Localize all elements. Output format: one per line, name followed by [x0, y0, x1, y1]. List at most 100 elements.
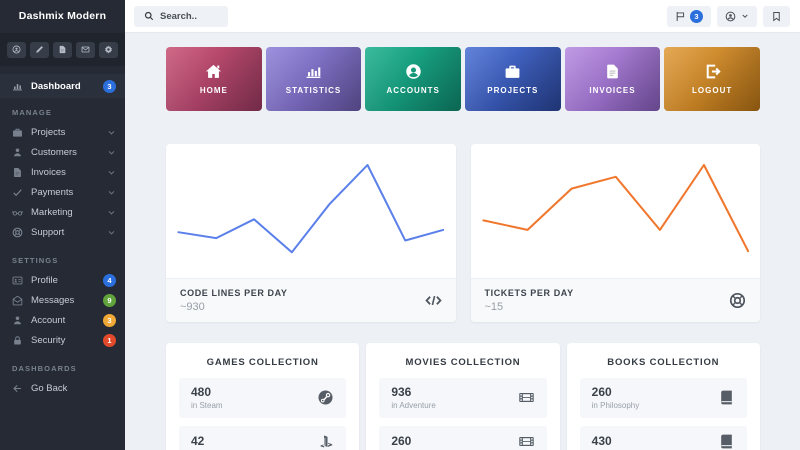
- chart-card-tickets: TICKETS PER DAY ~15: [470, 144, 760, 322]
- stat-value: 260: [391, 433, 412, 448]
- sidebar-item-marketing[interactable]: Marketing: [0, 202, 125, 222]
- chevron-down-icon: [107, 168, 116, 177]
- sidebar-item-payments[interactable]: Payments: [0, 182, 125, 202]
- chart-card-code-lines: CODE LINES PER DAY ~930: [166, 144, 456, 322]
- tile-logout[interactable]: LOGOUT: [664, 47, 760, 111]
- header-actions: 3: [667, 5, 790, 27]
- settings-quick-button[interactable]: [99, 41, 118, 58]
- book-icon: [718, 389, 735, 406]
- chart-value: ~930: [180, 301, 205, 313]
- tickets-line-chart: [481, 164, 749, 253]
- sidebar-item-customers[interactable]: Customers: [0, 142, 125, 162]
- code-icon: [424, 292, 442, 309]
- stat-row: 936 in Adventure: [379, 378, 547, 418]
- sidebar-quick-actions: [0, 33, 125, 66]
- pencil-icon: [35, 45, 44, 54]
- user-circle-icon: [725, 11, 736, 22]
- code-lines-line-chart: [177, 164, 445, 254]
- section-label-manage: MANAGE: [12, 108, 52, 117]
- user-icon: [12, 315, 23, 326]
- chart-footer: TICKETS PER DAY ~15: [470, 278, 760, 322]
- stat-row: 430: [579, 426, 747, 450]
- envelope-open-icon: [12, 295, 23, 306]
- section-label-dashboards: DASHBOARDS: [12, 364, 77, 373]
- notifications-button[interactable]: 3: [667, 5, 711, 27]
- notifications-badge: 3: [690, 9, 703, 23]
- sidebar-nav: Dashboard 3 MANAGE Projects Customers In…: [0, 66, 125, 398]
- stat-value: 260: [591, 385, 612, 399]
- chart-title: CODE LINES PER DAY: [180, 288, 288, 298]
- search-icon: [144, 11, 154, 21]
- stat-row: 260 in Philosophy: [579, 378, 747, 418]
- chevron-down-icon: [107, 128, 116, 137]
- stat-value: 42: [191, 433, 205, 448]
- dashboard-badge: 3: [103, 79, 116, 93]
- sidebar-item-profile[interactable]: Profile 4: [0, 270, 125, 290]
- stat-value: 936: [391, 385, 412, 399]
- chart-cards: CODE LINES PER DAY ~930 TICKETS PER DAY …: [166, 144, 760, 322]
- messages-quick-button[interactable]: [76, 41, 95, 58]
- collection-card-books: BOOKS COLLECTION 260 in Philosophy 430: [566, 343, 760, 450]
- tile-statistics[interactable]: STATISTICS: [265, 47, 362, 111]
- sidebar-item-messages[interactable]: Messages 9: [0, 290, 125, 310]
- file-icon: [58, 45, 67, 54]
- stat-caption: in Philosophy: [591, 401, 640, 410]
- film-icon: [518, 389, 535, 406]
- bar-chart-icon: [305, 63, 322, 80]
- sidebar-item-account[interactable]: Account 3: [0, 310, 125, 330]
- sidebar: Dashmix Modern Dashboard 3 MANAGE Projec…: [0, 0, 125, 450]
- sidebar-item-label: Dashboard: [31, 80, 81, 92]
- documents-quick-button[interactable]: [53, 41, 72, 58]
- tile-invoices[interactable]: INVOICES: [564, 47, 661, 111]
- dashboard-chart-icon: [12, 81, 23, 92]
- sidebar-item-support[interactable]: Support: [0, 222, 125, 242]
- brand-title[interactable]: Dashmix Modern: [18, 10, 107, 22]
- film-icon: [518, 433, 535, 450]
- glasses-icon: [12, 207, 23, 218]
- check-icon: [12, 187, 23, 198]
- chart-title: TICKETS PER DAY: [484, 288, 574, 298]
- chart-footer: CODE LINES PER DAY ~930: [166, 278, 456, 322]
- sidebar-item-go-back[interactable]: Go Back: [0, 378, 125, 398]
- sidebar-item-security[interactable]: Security 1: [0, 330, 125, 350]
- sidebar-item-projects[interactable]: Projects: [0, 122, 125, 142]
- tile-projects[interactable]: PROJECTS: [464, 47, 561, 111]
- tile-home[interactable]: HOME: [166, 47, 262, 111]
- book-icon: [718, 433, 735, 450]
- user-circle-icon: [12, 45, 21, 54]
- id-card-icon: [12, 275, 23, 286]
- sidebar-item-invoices[interactable]: Invoices: [0, 162, 125, 182]
- profile-quick-button[interactable]: [7, 41, 26, 58]
- profile-badge: 4: [103, 273, 116, 287]
- briefcase-icon: [12, 127, 23, 138]
- security-badge: 1: [103, 333, 116, 347]
- sidebar-item-dashboard[interactable]: Dashboard 3: [0, 74, 125, 98]
- bookmark-button[interactable]: [763, 5, 790, 27]
- compose-quick-button[interactable]: [30, 41, 49, 58]
- file-icon: [12, 167, 23, 178]
- main-content: HOME STATISTICS ACCOUNTS PROJECTS INVOIC…: [125, 34, 800, 450]
- user-menu-button[interactable]: [717, 5, 757, 27]
- arrow-left-icon: [12, 383, 23, 394]
- search-box[interactable]: [134, 5, 228, 27]
- chevron-down-icon: [107, 208, 116, 217]
- search-input[interactable]: [160, 10, 218, 22]
- flag-icon: [675, 11, 686, 22]
- user-circle-icon: [405, 63, 422, 80]
- chevron-down-icon: [107, 188, 116, 197]
- lock-icon: [12, 335, 23, 346]
- stat-caption: in Steam: [191, 401, 223, 410]
- collection-title: MOVIES COLLECTION: [405, 357, 521, 368]
- collection-card-games: GAMES COLLECTION 480 in Steam 42: [166, 343, 360, 450]
- chevron-down-icon: [107, 228, 116, 237]
- stat-value: 480: [191, 385, 212, 399]
- briefcase-icon: [504, 63, 521, 80]
- section-label-settings: SETTINGS: [12, 256, 59, 265]
- account-badge: 3: [103, 313, 116, 327]
- stat-row: 42: [179, 426, 347, 450]
- messages-badge: 9: [103, 293, 116, 307]
- tile-accounts[interactable]: ACCOUNTS: [365, 47, 461, 111]
- life-ring-icon: [12, 227, 23, 238]
- file-icon: [604, 63, 621, 80]
- collection-title: BOOKS COLLECTION: [607, 357, 720, 368]
